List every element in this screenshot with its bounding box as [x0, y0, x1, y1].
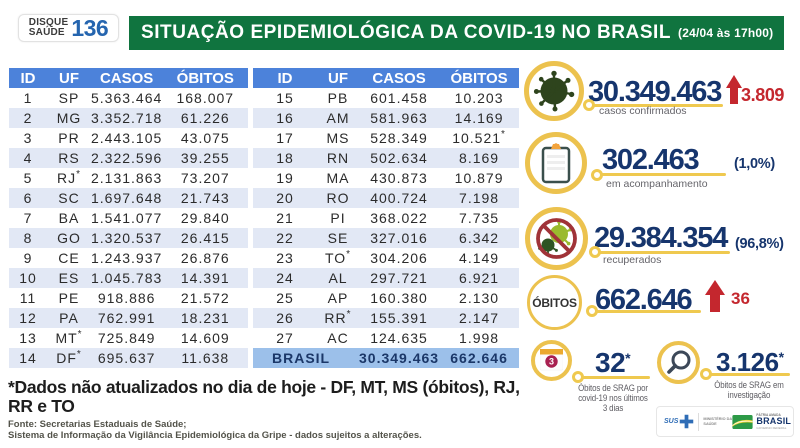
svg-text:3: 3: [549, 357, 554, 367]
